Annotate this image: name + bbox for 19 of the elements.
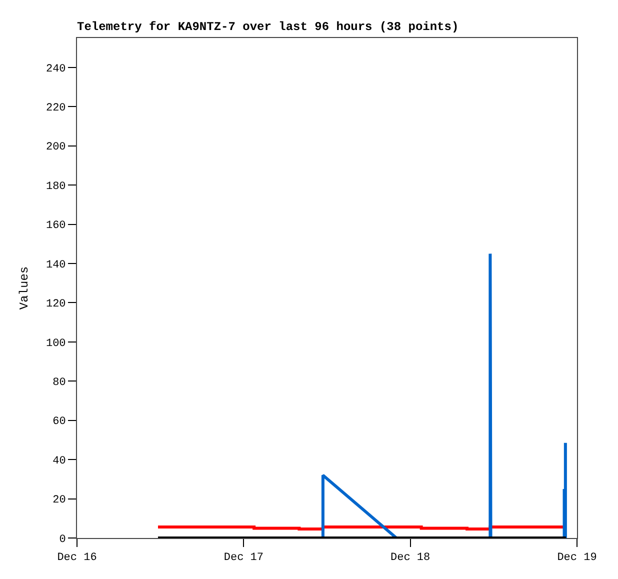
y-tick-label: 240 (46, 63, 66, 76)
y-tick-label: 200 (46, 142, 66, 154)
y-tick-label: 100 (46, 338, 66, 350)
x-tick-label: Dec 19 (557, 552, 597, 564)
x-tick-label: Dec 18 (390, 552, 430, 564)
y-tick-label: 120 (46, 298, 66, 311)
y-tick-label: 20 (52, 494, 66, 507)
y-tick-label: 40 (52, 455, 66, 468)
chart-title: Telemetry for KA9NTZ-7 over last 96 hours (38 points) (77, 20, 459, 34)
y-axis-title: Values (17, 266, 32, 310)
y-tick-label: 160 (46, 220, 66, 232)
y-tick-label: 220 (46, 102, 66, 114)
x-tick-label: Dec 16 (57, 552, 97, 564)
y-tick-label: 180 (46, 180, 66, 193)
y-tick-label: 0 (59, 534, 66, 546)
y-tick-label: 140 (46, 259, 66, 272)
y-tick-label: 80 (52, 376, 66, 389)
x-tick-label: Dec 17 (224, 552, 264, 564)
y-tick-label: 60 (52, 416, 66, 428)
